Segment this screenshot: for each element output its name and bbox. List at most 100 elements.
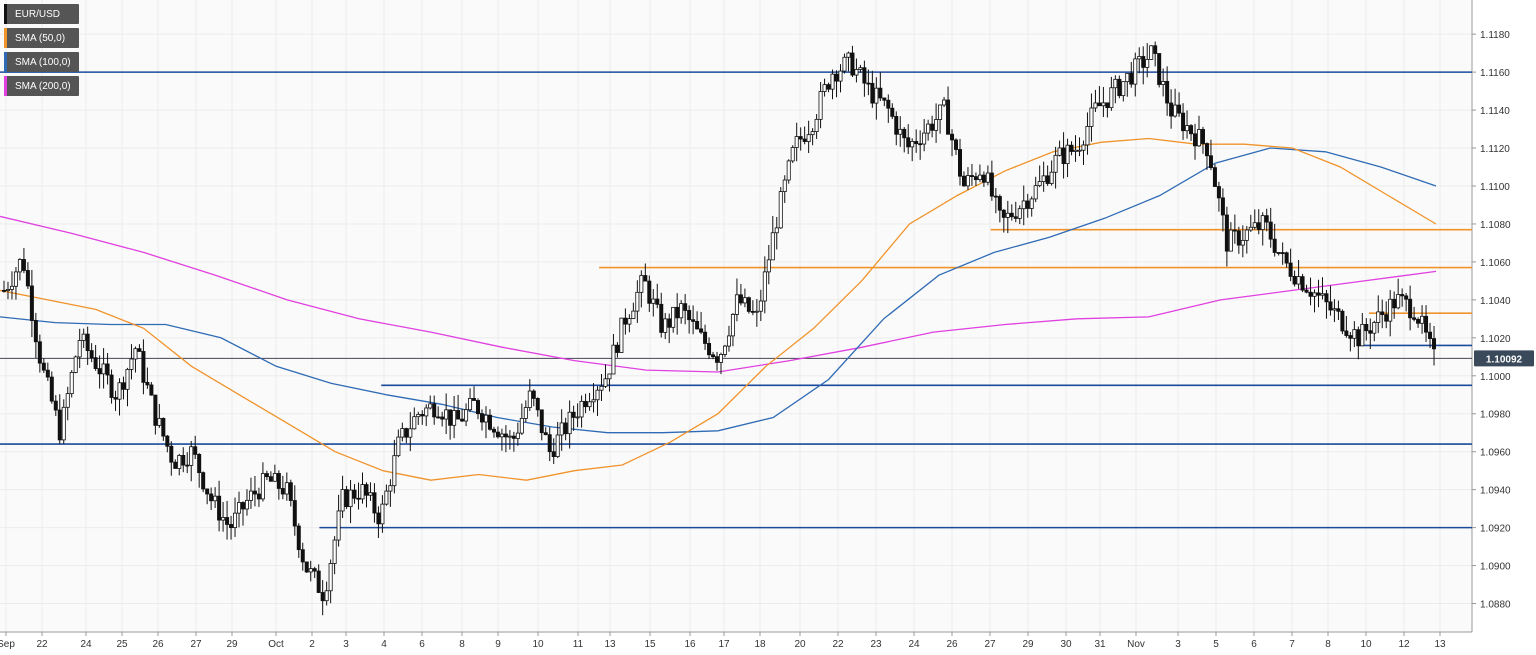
candle-bear [420,414,425,417]
candle-bear [1292,275,1297,285]
candle-bull [575,416,580,419]
candle-bear [137,348,142,352]
candle-bear [109,374,114,398]
candle-bull [1021,200,1026,210]
y-tick-label: 1.0900 [1480,562,1511,573]
candle-bear [344,489,349,508]
x-tick-label: 13 [604,639,616,650]
candle-bear [958,149,963,177]
x-tick-label: 26 [946,639,958,650]
candle-bear [946,99,951,135]
candle-bull [233,512,238,529]
candle-bull [854,69,859,76]
candle-bear [169,445,174,463]
candle-bull [631,310,636,319]
candle-bear [320,592,325,602]
candle-bear [440,416,445,420]
x-tick-label: 10 [1360,639,1372,650]
candle-bear [862,67,867,84]
candle-bear [1129,72,1134,85]
candle-bear [1177,104,1182,114]
candle-bull [1396,294,1401,309]
candle-bear [113,397,118,400]
x-tick-label: 11 [573,639,584,650]
y-tick-label: 1.0940 [1480,486,1511,497]
candle-bull [770,232,775,261]
candle-bull [846,52,851,58]
candle-bull [340,489,345,512]
candle-bull [499,433,504,438]
horizontal-levels [0,71,1472,529]
candle-bear [643,275,648,282]
candle-bear [1193,133,1198,147]
candle-bear [1189,125,1194,135]
candle-bull [719,354,724,363]
candle-bear [456,410,461,420]
current-price-badge: 1.10092 [1474,350,1534,367]
candle-bear [1220,197,1225,216]
x-tick-label: 13 [1434,639,1446,650]
candle-bull [726,335,731,347]
candle-bear [683,303,688,311]
legend-label: SMA (200,0) [15,80,71,92]
candle-bull [272,473,277,482]
y-tick-label: 1.1180 [1480,30,1510,41]
legend-label: EUR/USD [15,8,61,20]
candle-bear [1200,129,1205,144]
candle-bull [1137,56,1142,60]
candle-bull [778,191,783,229]
candle-bear [1276,252,1281,254]
x-tick-label: 24 [908,639,920,650]
candle-bear [699,328,704,333]
candle-bull [1037,181,1042,187]
candle-bull [934,119,939,131]
candle-bear [535,398,540,411]
candle-bull [65,393,70,408]
candle-bear [1165,81,1170,104]
candle-bear [878,87,883,99]
candle-bear [252,490,257,495]
candle-bear [161,417,166,437]
candle-bear [41,362,46,371]
y-tick-label: 1.1160 [1480,68,1510,79]
candle-bull [830,73,835,90]
candle-bull [221,517,226,521]
x-tick-label: 29 [1022,639,1034,650]
candle-bull [671,306,676,328]
candle-bull [742,297,747,304]
candle-bull [774,227,779,234]
candle-bull [1161,81,1166,85]
candle-bear [667,318,672,328]
candle-bear [1216,186,1221,199]
candle-bull [17,259,22,273]
candle-bear [487,414,492,430]
candle-bear [703,331,708,344]
candle-bull [61,406,66,441]
x-tick-label: 3 [343,639,349,650]
candle-bear [1232,229,1237,232]
candle-bull [5,288,10,291]
candle-bull [412,416,417,430]
candle-bear [304,561,309,573]
legend-label: SMA (50,0) [15,32,66,44]
candle-bear [292,500,297,527]
candle-bull [483,414,488,423]
candle-bull [348,489,353,508]
candle-bear [902,128,907,139]
candle-bull [1149,45,1154,60]
candle-bull [858,67,863,70]
candle-bull [587,401,592,408]
candle-bear [1025,200,1030,209]
candle-bull [117,382,122,400]
legend-swatch [4,4,7,24]
candle-bull [639,275,644,293]
candle-bull [336,510,341,541]
candle-bull [1332,308,1337,311]
candle-bull [559,422,564,436]
candle-bear [738,294,743,304]
candle-bear [356,497,361,500]
candle-bull [81,333,86,341]
candle-bull [1113,78,1118,89]
candle-bull [1388,298,1393,322]
candle-bear [997,196,1002,211]
